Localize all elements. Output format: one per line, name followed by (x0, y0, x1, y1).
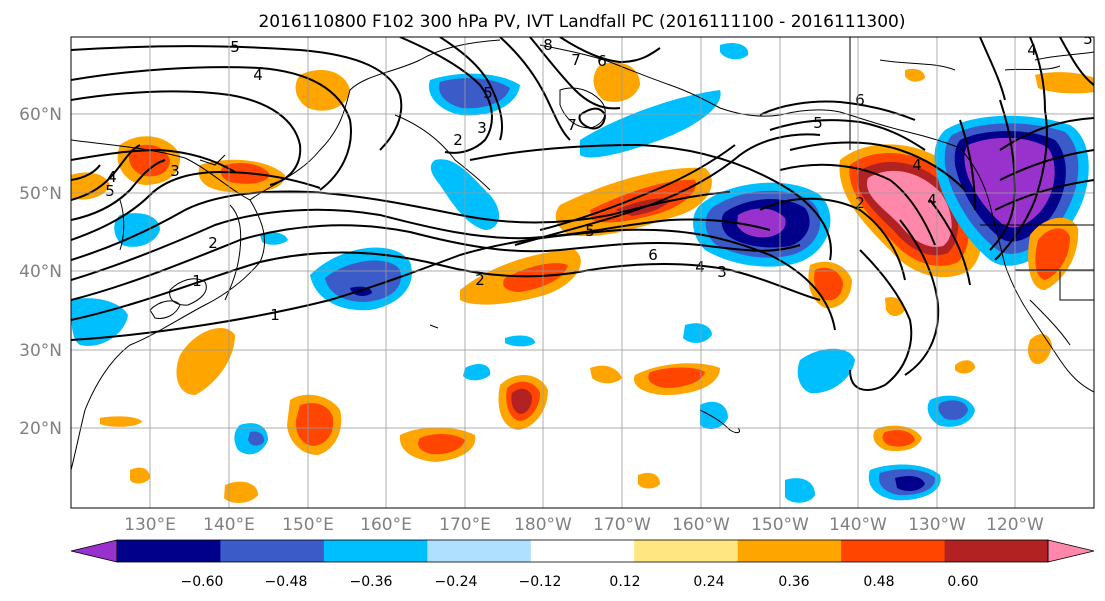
latitude-axis: 60°N 50°N 40°N 30°N 20°N (19, 105, 62, 439)
lon-label: 150°W (751, 515, 809, 535)
contour-label: 5 (230, 38, 240, 56)
contour-label: 5 (483, 84, 493, 102)
contour-label: 5 (105, 182, 115, 200)
contour-label: 5 (585, 222, 595, 240)
lat-label: 40°N (19, 262, 62, 282)
contour-label: 4 (1027, 41, 1037, 59)
lon-label: 140°W (829, 515, 887, 535)
contour-label: 6 (855, 91, 865, 109)
colorbar-segment (427, 540, 532, 562)
contour-label: 2 (855, 194, 865, 212)
lon-label: 120°W (986, 515, 1044, 535)
map-frame (70, 36, 1095, 509)
colorbar-tick-label: −0.24 (435, 574, 478, 590)
contour-label: 4 (912, 156, 922, 174)
colorbar-extend-max (1047, 539, 1095, 563)
colorbar-tick-label: −0.12 (519, 574, 562, 590)
contour-label: 1 (192, 272, 202, 290)
contour-label: 2 (475, 271, 485, 289)
lat-label: 50°N (19, 184, 62, 204)
lat-label: 20°N (19, 419, 62, 439)
colorbar-segment (944, 540, 1049, 562)
colorbar-segment (220, 540, 325, 562)
contour-label: 6 (597, 52, 607, 70)
coastlines (71, 37, 1094, 471)
lon-label: 150°E (282, 515, 334, 535)
colorbar: −0.60 −0.48 −0.36 −0.24 −0.12 0.12 0.24 … (70, 539, 1095, 590)
colorbar-segment (737, 540, 842, 562)
colorbar-outline (116, 539, 1049, 563)
colorbar-tick-label: 0.48 (863, 574, 894, 590)
contour-label: 3 (170, 162, 180, 180)
contour-label: 3 (477, 119, 487, 137)
contour-label: 4 (107, 168, 117, 186)
contour-label: 4 (927, 191, 937, 209)
contour-label: 8 (543, 36, 553, 54)
contour-label: 7 (567, 116, 577, 134)
contour-labels: 5 4 3 4 5 5 2 3 8 7 6 7 2 1 1 2 5 6 4 3 … (105, 30, 1093, 324)
contour-label: 5 (1083, 30, 1093, 48)
ivt-shading (71, 43, 1094, 503)
colorbar-tick-label: 0.24 (693, 574, 724, 590)
contour-label: 4 (695, 258, 705, 276)
colorbar-tick-label: 0.12 (609, 574, 640, 590)
colorbar-segment (530, 540, 635, 562)
colorbar-segment (117, 540, 221, 562)
colorbar-segment (323, 540, 428, 562)
colorbar-tick-label: 0.60 (947, 574, 978, 590)
lat-label: 30°N (19, 341, 62, 361)
lon-label: 140°E (203, 515, 255, 535)
colorbar-tick-label: −0.60 (181, 574, 224, 590)
lon-label: 170°E (439, 515, 491, 535)
contour-label: 4 (253, 66, 263, 84)
contour-label: 2 (453, 131, 463, 149)
colorbar-ticks: −0.60 −0.48 −0.36 −0.24 −0.12 0.12 0.24 … (181, 574, 979, 590)
lon-label: 160°W (672, 515, 730, 535)
contour-label: 3 (717, 263, 727, 281)
map-title: 2016110800 F102 300 hPa PV, IVT Landfall… (258, 12, 905, 32)
colorbar-tick-label: 0.36 (778, 574, 809, 590)
colorbar-segment (634, 540, 739, 562)
contour-label: 7 (571, 51, 581, 69)
colorbar-tick-label: −0.48 (265, 574, 308, 590)
colorbar-segments (117, 540, 1049, 562)
colorbar-segment (841, 540, 945, 562)
lon-label: 180°W (514, 515, 572, 535)
pv-contours (71, 37, 1094, 391)
lat-label: 60°N (19, 105, 62, 125)
colorbar-tick-label: −0.36 (350, 574, 393, 590)
contour-label: 6 (648, 246, 658, 264)
longitude-axis: 130°E 140°E 150°E 160°E 170°E 180°W 170°… (124, 515, 1044, 535)
lon-label: 170°W (593, 515, 651, 535)
colorbar-extend-min (70, 539, 118, 563)
lon-label: 130°E (124, 515, 176, 535)
contour-label: 5 (813, 114, 823, 132)
contour-label: 2 (208, 234, 218, 252)
graticule (71, 37, 1094, 508)
lon-label: 130°W (908, 515, 966, 535)
lon-label: 160°E (360, 515, 412, 535)
contour-label: 1 (270, 306, 280, 324)
